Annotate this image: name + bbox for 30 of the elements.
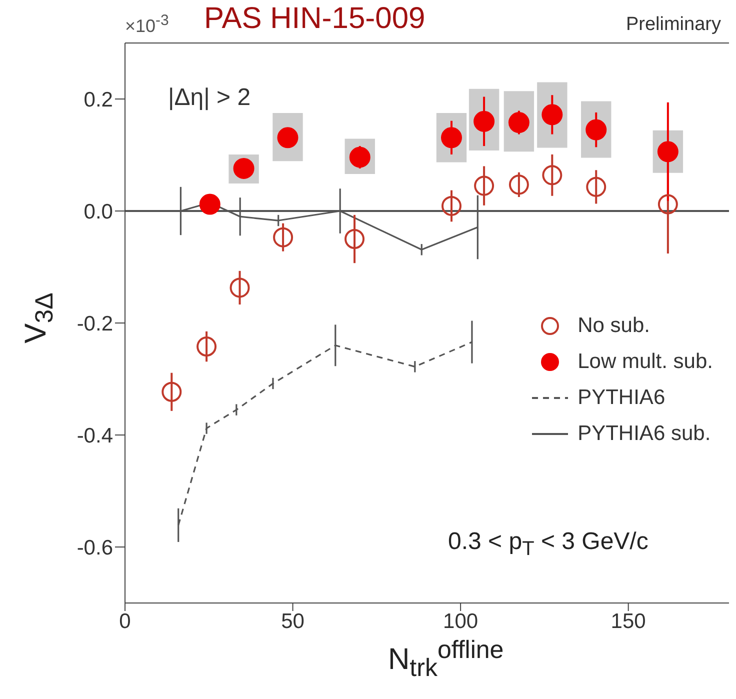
point [658,194,678,214]
y-tick-label: 0.2 [84,88,113,112]
legend-label: No sub. [578,314,650,338]
point [441,196,462,216]
x-tick-label: 100 [443,610,478,633]
point [542,165,562,186]
legend-label: PYTHIA6 [578,386,666,410]
chart-title: PAS HIN-15-009 [204,2,426,36]
point [474,176,494,196]
x-tick-label: 50 [281,610,304,633]
y-tick-label: -0.4 [76,424,114,448]
point [230,278,250,298]
point [586,176,606,197]
text: Preliminary [626,14,721,36]
x-tick-label: 0 [119,610,131,633]
text: ×10$^{-3}$ [125,12,169,37]
legend-label: Low mult. sub. [578,350,713,374]
x-tick-label: 150 [610,610,646,633]
point [508,174,529,195]
y-tick-label: 0.0 [84,200,113,224]
point [273,227,294,248]
annotation: |Δη| > 2 [168,84,251,112]
point [199,194,220,215]
point [196,336,217,357]
point [162,382,182,402]
annotation: 0.3 < p$_{T}$ < 3 GeV/c [448,528,648,561]
point [344,229,365,249]
y-tick-label: -0.6 [76,536,113,560]
y-tick-label: -0.2 [76,312,113,336]
legend-label: PYTHIA6 sub. [578,422,711,446]
